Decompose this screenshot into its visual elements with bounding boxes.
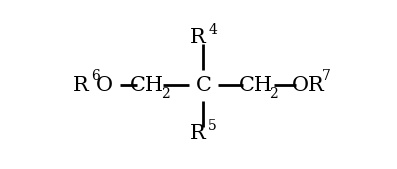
Text: 4: 4 xyxy=(208,23,217,37)
Text: R: R xyxy=(73,76,89,95)
Text: OR: OR xyxy=(292,76,324,95)
Text: CH: CH xyxy=(239,76,273,95)
Text: 2: 2 xyxy=(269,87,278,101)
Text: R: R xyxy=(189,124,205,143)
Text: C: C xyxy=(196,76,211,95)
Text: R: R xyxy=(189,28,205,47)
Text: 2: 2 xyxy=(161,87,170,101)
Text: CH: CH xyxy=(130,76,164,95)
Text: 5: 5 xyxy=(208,119,217,133)
Text: 6: 6 xyxy=(91,69,100,83)
Text: 7: 7 xyxy=(322,69,330,83)
Text: O: O xyxy=(96,76,113,95)
